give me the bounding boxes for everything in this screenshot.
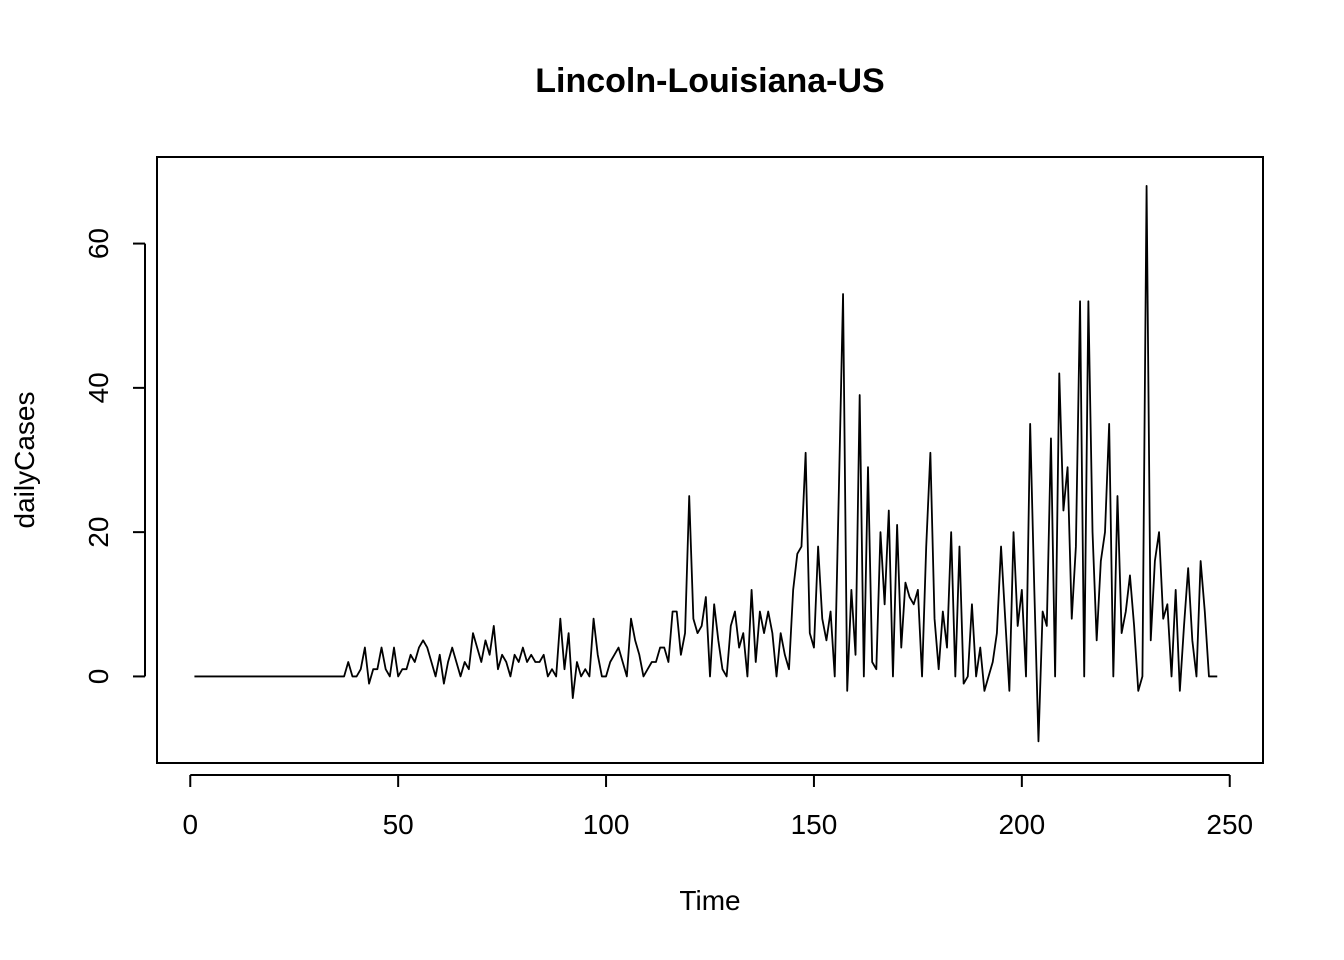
x-tick-label: 200 <box>998 809 1045 840</box>
y-axis: 0 20 40 60 <box>83 228 146 685</box>
y-tick-label: 20 <box>83 517 114 548</box>
x-tick-label: 150 <box>791 809 838 840</box>
x-tick-label: 100 <box>583 809 630 840</box>
x-tick-label: 0 <box>182 809 198 840</box>
chart-title: Lincoln-Louisiana-US <box>535 62 884 100</box>
x-tick-label: 50 <box>383 809 414 840</box>
series-line-dailycases <box>194 184 1218 743</box>
y-tick-label: 0 <box>83 669 114 685</box>
y-tick-label: 60 <box>83 228 114 259</box>
plot-frame <box>156 156 1264 764</box>
y-axis-label: dailyCases <box>9 392 40 529</box>
x-tick-label: 250 <box>1206 809 1253 840</box>
y-tick-label: 40 <box>83 372 114 403</box>
x-axis-label: Time <box>679 885 740 916</box>
x-axis: 0 50 100 150 200 250 <box>182 774 1253 840</box>
